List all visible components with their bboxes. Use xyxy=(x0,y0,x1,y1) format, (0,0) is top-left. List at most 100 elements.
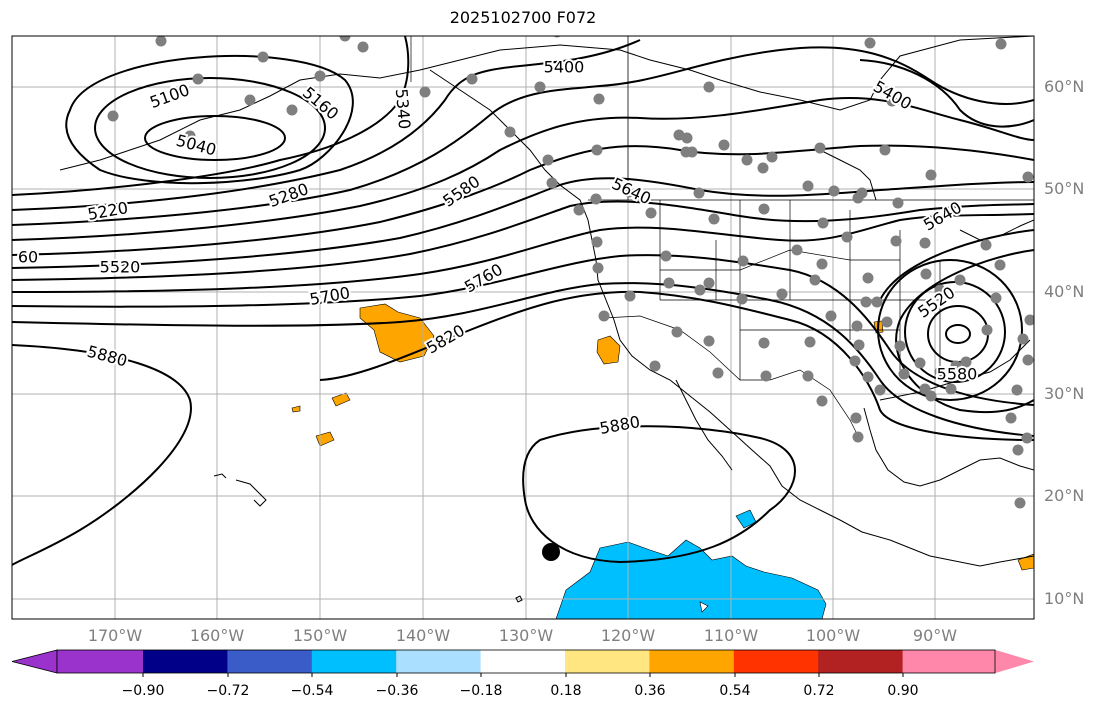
station-dot xyxy=(860,296,872,308)
contour-label: 60 xyxy=(18,248,38,267)
station-dot xyxy=(852,192,864,204)
station-dot xyxy=(244,94,256,106)
station-dot xyxy=(107,110,119,122)
station-dot xyxy=(851,320,863,332)
station-dot xyxy=(314,70,326,82)
plot-frame xyxy=(11,35,1035,620)
colorbar-tick-label: 0.72 xyxy=(803,683,835,699)
colorbar-frame xyxy=(56,649,996,674)
station-dot xyxy=(591,144,603,156)
station-dot xyxy=(925,169,937,181)
contour-label: 5400 xyxy=(544,58,585,77)
station-dot xyxy=(708,213,720,225)
station-dot xyxy=(645,207,657,219)
colorbar-tick-label: −0.18 xyxy=(459,683,503,699)
station-dot xyxy=(828,185,840,197)
station-dot xyxy=(598,310,610,322)
station-dot xyxy=(693,187,705,199)
station-dot xyxy=(419,86,431,98)
station-dot xyxy=(663,277,675,289)
contour-label: 5580 xyxy=(937,365,978,384)
station-dot xyxy=(1012,444,1024,456)
colorbar-swatch xyxy=(902,650,1034,673)
station-dot xyxy=(879,144,891,156)
station-dot xyxy=(760,370,772,382)
colorbar-tick-label: −0.90 xyxy=(121,683,165,699)
station-dot xyxy=(874,384,886,396)
station-dot xyxy=(892,197,904,209)
station-dot xyxy=(703,277,715,289)
station-dot xyxy=(864,37,876,49)
station-dot xyxy=(1022,171,1034,183)
station-dot xyxy=(546,177,558,189)
colorbar-tick-label: 0.90 xyxy=(887,683,919,699)
colorbar-swatch xyxy=(480,650,566,673)
station-dot xyxy=(592,262,604,274)
station-dot xyxy=(736,293,748,305)
station-dot xyxy=(802,180,814,192)
station-dot xyxy=(542,154,554,166)
station-dot xyxy=(357,41,369,53)
colorbar-swatch xyxy=(649,650,735,673)
station-dot xyxy=(623,186,635,198)
longitude-label: 120°W xyxy=(600,626,656,645)
station-dot xyxy=(850,412,862,424)
station-dot xyxy=(809,274,821,286)
colorbar xyxy=(11,649,1034,677)
colorbar-tick-label: −0.72 xyxy=(206,683,250,699)
colorbar-swatch xyxy=(311,650,397,673)
longitude-label: 170°W xyxy=(87,626,143,645)
contour-label: 5160 xyxy=(299,83,342,124)
station-dot xyxy=(591,236,603,248)
station-dot xyxy=(590,193,602,205)
station-dot xyxy=(1017,333,1029,345)
station-dot xyxy=(853,339,865,351)
map-title: 2025102700 F072 xyxy=(449,8,597,27)
station-dot xyxy=(466,73,478,85)
station-dot xyxy=(990,292,1002,304)
station-dot xyxy=(741,154,753,166)
station-dot xyxy=(934,366,946,378)
station-dot xyxy=(649,360,661,372)
station-dot xyxy=(960,356,972,368)
station-dot xyxy=(1021,432,1033,444)
station-dot xyxy=(862,371,874,383)
station-dot xyxy=(694,284,706,296)
station-dot xyxy=(954,274,966,286)
station-dot xyxy=(1024,314,1034,326)
colorbar-swatch xyxy=(733,650,819,673)
negative-anomaly-shading xyxy=(555,509,827,619)
station-dot xyxy=(791,244,803,256)
station-dot xyxy=(339,36,351,42)
latitude-label: 30°N xyxy=(1044,384,1085,403)
colorbar-tick-label: 0.54 xyxy=(719,683,751,699)
station-dot xyxy=(994,259,1006,271)
station-dot xyxy=(995,38,1007,50)
positive-anomaly-shading xyxy=(291,303,1034,571)
station-dot xyxy=(703,335,715,347)
station-dot xyxy=(184,130,196,142)
contour-label: 5220 xyxy=(86,198,129,224)
geopotential-height-contours xyxy=(12,36,1034,566)
contour-label: 5340 xyxy=(392,88,414,130)
station-dot xyxy=(766,151,778,163)
station-dot xyxy=(881,316,893,328)
station-dot xyxy=(852,431,864,443)
station-dot xyxy=(776,288,788,300)
contour-label: 5820 xyxy=(423,321,468,358)
political-borders xyxy=(410,36,1034,441)
observation-stations xyxy=(107,36,1034,509)
station-dot xyxy=(841,231,853,243)
station-dot xyxy=(757,162,769,174)
latitude-label: 40°N xyxy=(1044,282,1085,301)
longitude-label: 140°W xyxy=(395,626,451,645)
colorbar-swatch xyxy=(565,650,650,673)
station-dot xyxy=(737,255,749,267)
station-dot xyxy=(920,268,932,280)
longitude-label: 130°W xyxy=(498,626,554,645)
station-dot xyxy=(925,390,937,402)
contour-label: 5520 xyxy=(100,258,141,277)
station-dot xyxy=(624,290,636,302)
station-dot xyxy=(155,36,167,47)
station-dot xyxy=(825,310,837,322)
